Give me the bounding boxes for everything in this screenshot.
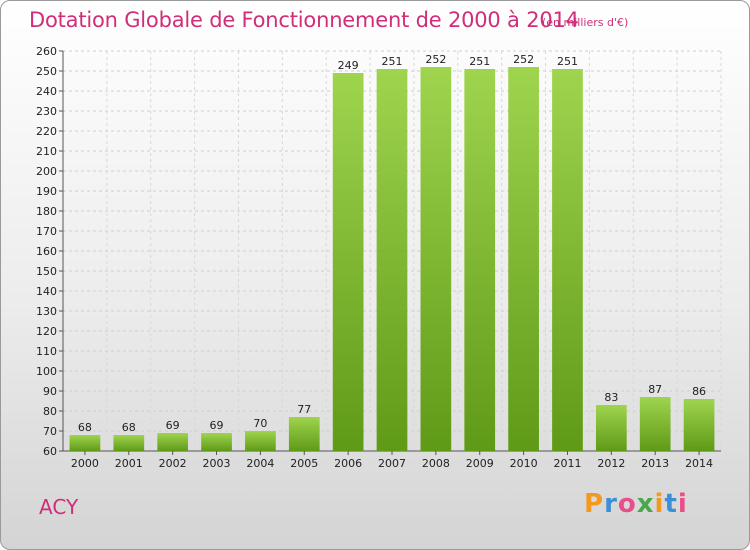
logo-letter: t (664, 489, 678, 519)
commune-name: ACY (39, 495, 79, 519)
data-label: 69 (166, 419, 180, 432)
logo-letter: x (636, 489, 655, 519)
x-tick-label: 2005 (290, 457, 318, 470)
x-tick-label: 2002 (159, 457, 187, 470)
y-tick-label: 230 (36, 105, 57, 118)
y-tick-label: 200 (36, 165, 57, 178)
x-tick-label: 2014 (685, 457, 713, 470)
data-label: 87 (648, 383, 662, 396)
y-tick-label: 150 (36, 265, 57, 278)
x-tick-label: 2010 (510, 457, 538, 470)
data-label: 251 (557, 55, 578, 68)
y-tick-label: 240 (36, 85, 57, 98)
x-tick-label: 2004 (246, 457, 274, 470)
chart-subtitle: (en milliers d'€) (542, 16, 629, 29)
x-tick-label: 2006 (334, 457, 362, 470)
data-label: 86 (692, 385, 706, 398)
x-tick-label: 2009 (466, 457, 494, 470)
logo-letter: i (654, 489, 665, 519)
bar (464, 69, 496, 451)
x-tick-label: 2008 (422, 457, 450, 470)
y-tick-label: 110 (36, 345, 57, 358)
bar (113, 435, 145, 451)
y-tick-label: 260 (36, 45, 57, 58)
bar (639, 397, 671, 451)
data-labels: 68 68 69 69 70 77 249 251 252 251 252 251 83 87 86 (78, 53, 706, 434)
data-label: 68 (122, 421, 136, 434)
logo-letter: r (604, 489, 618, 519)
data-label: 249 (338, 59, 359, 72)
bar (376, 69, 408, 451)
logo-letter: i (677, 489, 688, 519)
bar (157, 433, 189, 451)
data-label: 77 (297, 403, 311, 416)
bar (683, 399, 715, 451)
data-label: 68 (78, 421, 92, 434)
x-tick-label: 2011 (553, 457, 581, 470)
data-label: 70 (253, 417, 267, 430)
bar (595, 405, 627, 451)
x-tick-label: 2013 (641, 457, 669, 470)
data-label: 83 (604, 391, 618, 404)
x-tick-label: 2007 (378, 457, 406, 470)
x-tick-label: 2001 (115, 457, 143, 470)
y-tick-label: 90 (43, 385, 57, 398)
data-label: 251 (469, 55, 490, 68)
axes: 60 70 80 90 100 110 120 130 140 150 160 170 180 190 20… (36, 45, 721, 470)
y-tick-label: 60 (43, 445, 57, 458)
x-tick-label: 2003 (203, 457, 231, 470)
bar (332, 73, 364, 451)
data-label: 252 (513, 53, 534, 66)
data-label: 252 (425, 53, 446, 66)
logo-letter: P (584, 489, 605, 519)
y-tick-label: 190 (36, 185, 57, 198)
y-tick-label: 140 (36, 285, 57, 298)
y-tick-label: 170 (36, 225, 57, 238)
y-tick-label: 180 (36, 205, 57, 218)
data-label: 251 (382, 55, 403, 68)
bar (245, 431, 276, 451)
bar (508, 67, 539, 451)
y-tick-label: 80 (43, 405, 57, 418)
x-tick-label: 2000 (71, 457, 99, 470)
proxiti-logo: Proxiti (584, 489, 688, 519)
y-tick-label: 210 (36, 145, 57, 158)
bar (201, 433, 232, 451)
data-label: 69 (210, 419, 224, 432)
bar (69, 435, 101, 451)
chart-title: Dotation Globale de Fonctionnement de 20… (29, 8, 579, 32)
bar (288, 417, 320, 451)
logo-letter: o (617, 489, 637, 519)
y-tick-label: 100 (36, 365, 57, 378)
y-tick-label: 160 (36, 245, 57, 258)
y-tick-label: 130 (36, 305, 57, 318)
y-tick-label: 70 (43, 425, 57, 438)
bars (69, 67, 715, 451)
y-tick-label: 250 (36, 65, 57, 78)
y-tick-label: 120 (36, 325, 57, 338)
bar (420, 67, 452, 451)
x-tick-label: 2012 (597, 457, 625, 470)
bar (552, 69, 583, 451)
y-tick-label: 220 (36, 125, 57, 138)
